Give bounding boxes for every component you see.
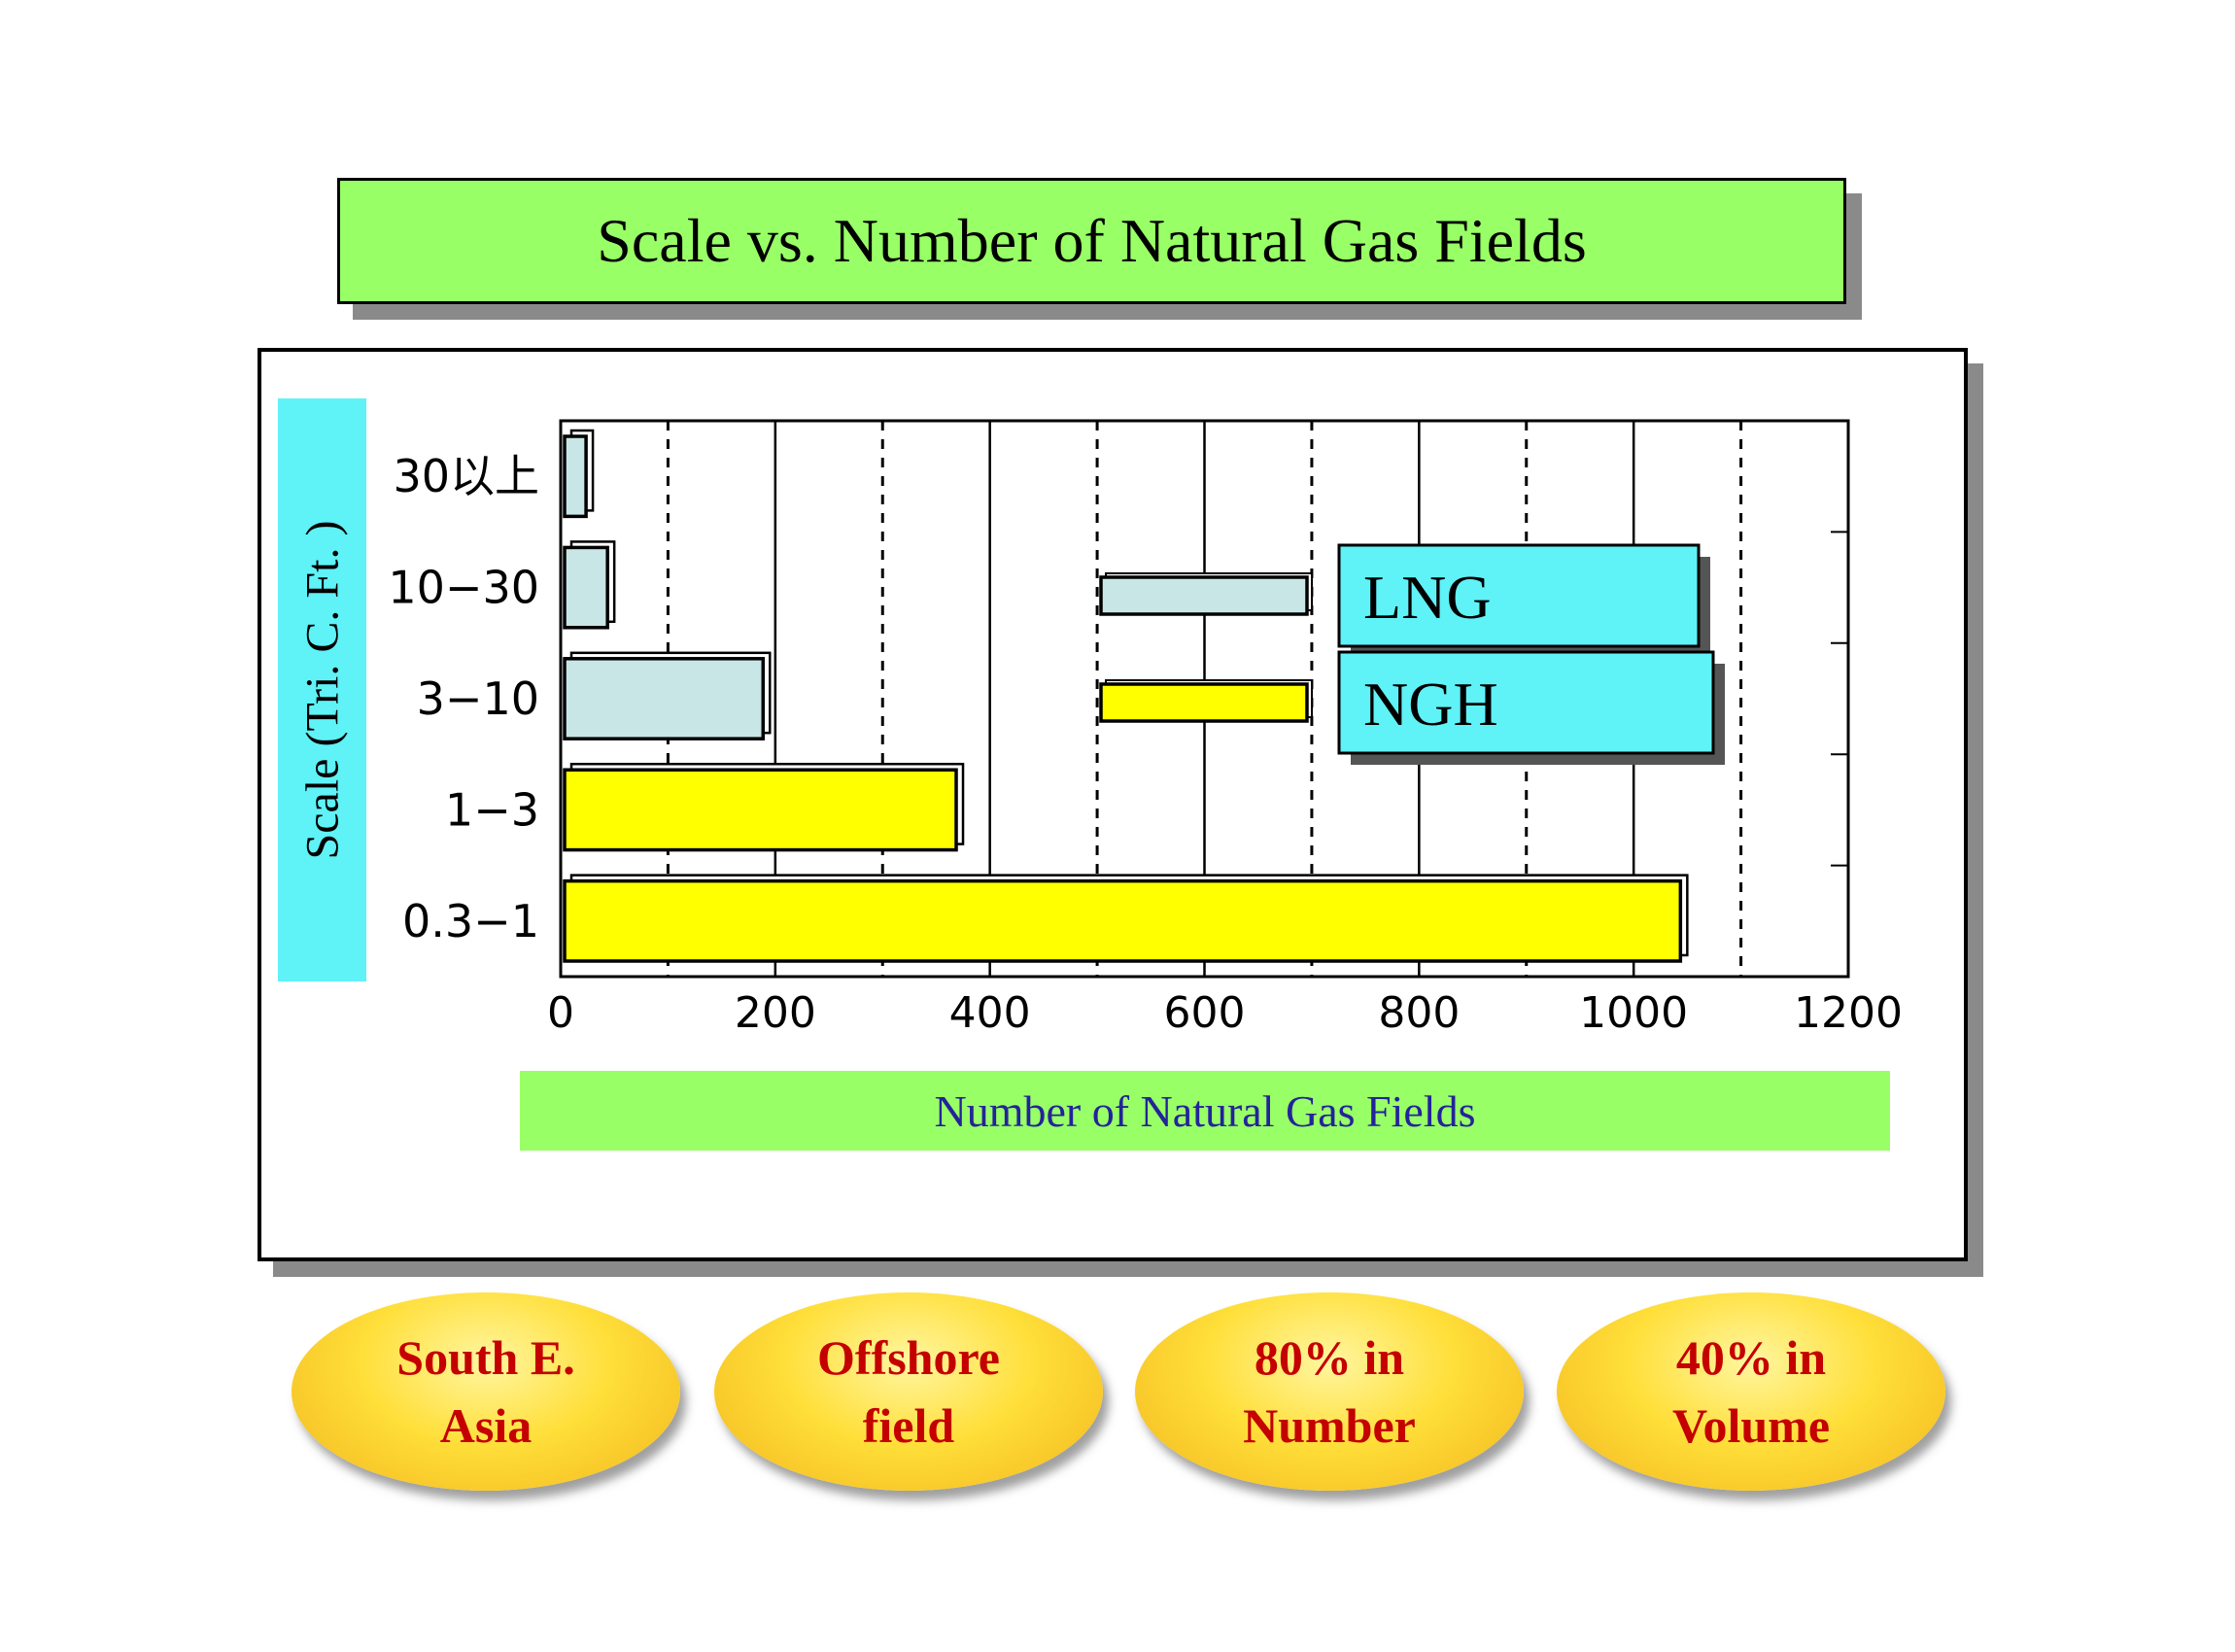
legend-label-box xyxy=(1337,543,1701,648)
bar xyxy=(563,878,1683,963)
x-tick-label: 600 xyxy=(1164,988,1246,1038)
callout-south-east-asia: South E. Asia xyxy=(292,1292,680,1491)
bar xyxy=(563,657,766,740)
callout-text: Offshore field xyxy=(817,1330,1000,1453)
bar xyxy=(563,545,609,630)
callout-text: South E. Asia xyxy=(396,1330,575,1453)
legend-label: LNG xyxy=(1363,563,1492,632)
bar xyxy=(563,434,588,519)
callout-80-percent-number: 80% in Number xyxy=(1135,1292,1524,1491)
x-tick-label: 200 xyxy=(735,988,816,1038)
category-label: 1−3 xyxy=(445,783,539,836)
legend-label: NGH xyxy=(1363,670,1498,739)
category-label: 3−10 xyxy=(417,672,539,725)
x-tick-label: 0 xyxy=(547,988,574,1038)
callout-40-percent-volume: 40% in Volume xyxy=(1557,1292,1945,1491)
bar xyxy=(563,768,958,852)
legend-swatch xyxy=(1099,575,1309,616)
x-tick-label: 1200 xyxy=(1794,988,1903,1038)
category-label: 10−30 xyxy=(388,562,539,614)
legend-label-box xyxy=(1337,650,1715,755)
category-label: 0.3−1 xyxy=(402,895,539,947)
x-tick-label: 800 xyxy=(1378,988,1460,1038)
x-tick-label: 400 xyxy=(949,988,1031,1038)
category-label: 30以上 xyxy=(393,450,539,502)
callout-text: 40% in Volume xyxy=(1671,1330,1831,1453)
chart-title: Scale vs. Number of Natural Gas Fields xyxy=(597,206,1587,275)
x-axis-label-box: Number of Natural Gas Fields xyxy=(520,1071,1890,1151)
legend-swatch xyxy=(1099,682,1309,723)
chart-title-box: Scale vs. Number of Natural Gas Fields xyxy=(337,178,1846,304)
callout-offshore-field: Offshore field xyxy=(714,1292,1103,1491)
callout-text: 80% in Number xyxy=(1243,1330,1416,1453)
x-tick-label: 1000 xyxy=(1579,988,1688,1038)
y-axis-label-box xyxy=(278,398,366,981)
x-axis-label: Number of Natural Gas Fields xyxy=(934,1085,1476,1136)
